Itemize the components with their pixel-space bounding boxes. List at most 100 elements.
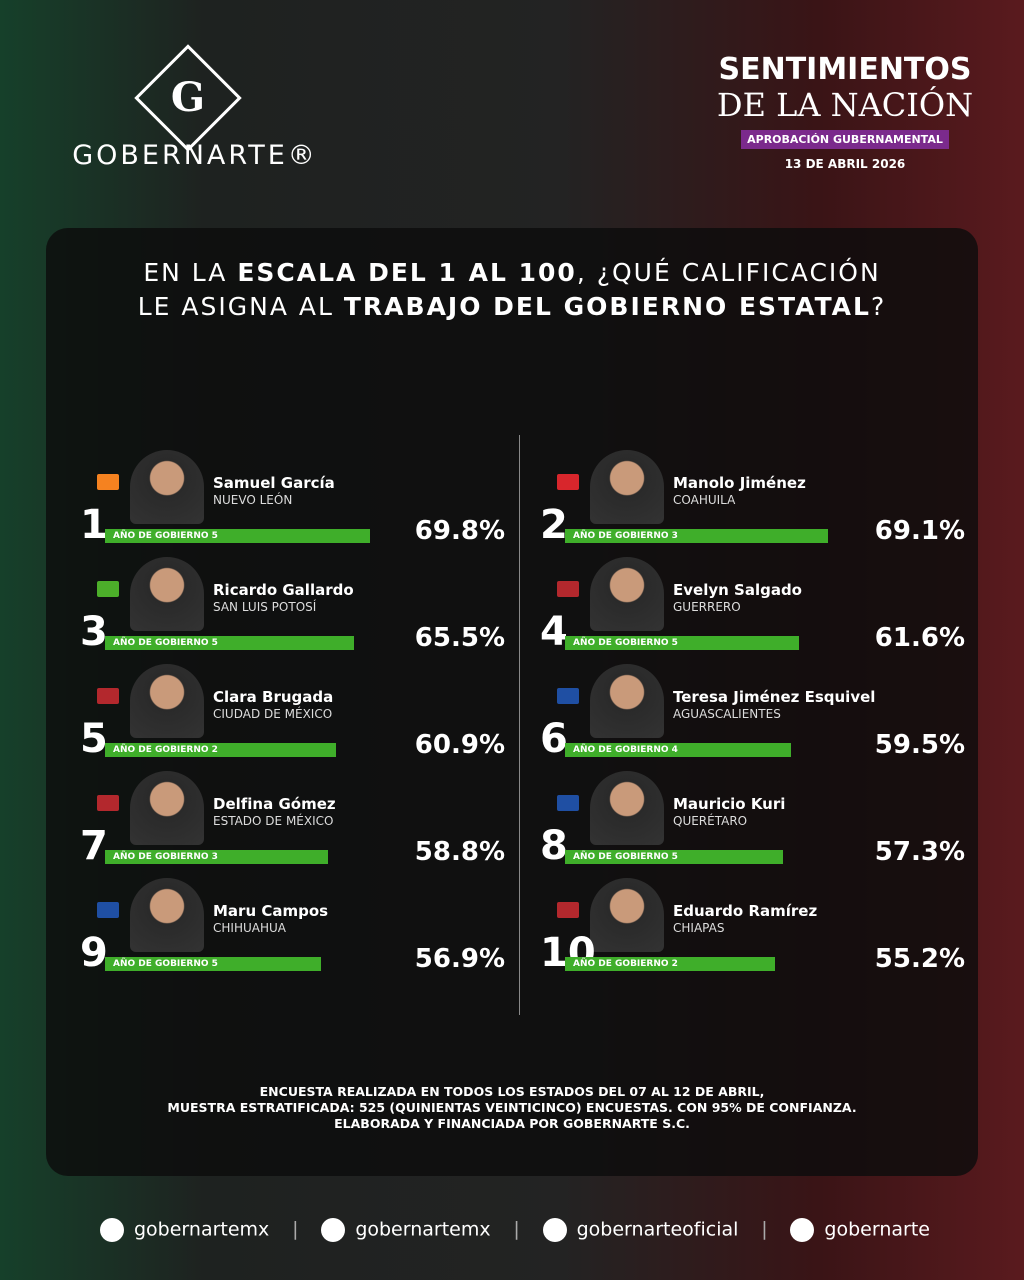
bar: AÑO DE GOBIERNO 2 xyxy=(105,743,337,757)
date: 13 DE ABRIL 2026 xyxy=(784,157,906,171)
name: Manolo Jiménez xyxy=(673,474,806,492)
value-label: 69.1% xyxy=(874,516,965,546)
rank: 6 xyxy=(540,716,568,762)
rank: 4 xyxy=(540,609,568,655)
footer: ENCUESTA REALIZADA EN TODOS LOS ESTADOS … xyxy=(60,1084,964,1132)
social-handle: gobernartemx xyxy=(355,1218,491,1241)
name: Maru Campos xyxy=(213,902,329,920)
brand: GOBERNARTE® xyxy=(72,140,318,171)
title: SENTIMIENTOS xyxy=(718,52,972,87)
party-logo xyxy=(97,581,119,597)
photo xyxy=(130,771,204,845)
state: AGUASCALIENTES xyxy=(673,707,781,721)
social-link[interactable]: gobernartemx xyxy=(100,1218,269,1242)
name: Eduardo Ramírez xyxy=(673,902,818,920)
value-label: 59.5% xyxy=(874,730,965,760)
state: ESTADO DE MÉXICO xyxy=(213,814,334,828)
party-logo xyxy=(97,688,119,704)
social-link[interactable]: gobernartemx xyxy=(321,1218,491,1242)
party-logo xyxy=(557,688,579,704)
name: Samuel García xyxy=(213,474,335,492)
value-label: 58.8% xyxy=(414,837,505,867)
value-label: 60.9% xyxy=(414,730,505,760)
bar: AÑO DE GOBIERNO 5 xyxy=(565,636,800,650)
bar: AÑO DE GOBIERNO 3 xyxy=(105,850,329,864)
name: Ricardo Gallardo xyxy=(213,581,354,599)
question-part: ESCALA DEL 1 AL 100 xyxy=(237,258,577,287)
state: COAHUILA xyxy=(673,493,736,507)
term: AÑO DE GOBIERNO 5 xyxy=(113,638,218,648)
footer-line: MUESTRA ESTRATIFICADA: 525 (QUINIENTAS V… xyxy=(167,1100,857,1115)
party-logo xyxy=(97,795,119,811)
photo xyxy=(130,450,204,524)
question-part: LE ASIGNA AL xyxy=(137,292,344,321)
term: AÑO DE GOBIERNO 5 xyxy=(573,638,678,648)
question-part: ? xyxy=(870,292,887,321)
state: CIUDAD DE MÉXICO xyxy=(213,707,333,721)
value-label: 69.8% xyxy=(414,516,505,546)
rank: 3 xyxy=(80,609,108,655)
social-link[interactable]: gobernarteoficial xyxy=(542,1218,739,1242)
socials: gobernartemx | gobernartemx | gobernarteofic… xyxy=(100,1218,930,1242)
footer-line: ENCUESTA REALIZADA EN TODOS LOS ESTADOS … xyxy=(259,1084,765,1099)
social-icon xyxy=(790,1218,815,1242)
badge: APROBACIÓN GUBERNAMENTAL xyxy=(741,130,949,149)
state: NUEVO LEÓN xyxy=(213,493,293,507)
state: GUERRERO xyxy=(673,600,741,614)
name: Teresa Jiménez Esquivel xyxy=(673,688,876,706)
bar: AÑO DE GOBIERNO 2 xyxy=(565,957,775,971)
photo xyxy=(590,771,664,845)
bar: AÑO DE GOBIERNO 5 xyxy=(105,529,371,543)
photo xyxy=(590,664,664,738)
question-line: LE ASIGNA AL TRABAJO DEL GOBIERNO ESTATA… xyxy=(60,290,964,324)
value-label: 57.3% xyxy=(874,837,965,867)
photo xyxy=(590,557,664,631)
footer-line: ELABORADA Y FINANCIADA POR GOBERNARTE S.… xyxy=(334,1116,690,1131)
photo xyxy=(590,450,664,524)
separator: | xyxy=(513,1218,520,1240)
bar: AÑO DE GOBIERNO 5 xyxy=(105,636,354,650)
social-handle: gobernarteoficial xyxy=(576,1218,739,1241)
question-part: EN LA xyxy=(143,258,238,287)
rank: 1 xyxy=(80,502,108,548)
title: DE LA NACIÓN xyxy=(716,86,974,124)
value-label: 56.9% xyxy=(414,944,505,974)
party-logo xyxy=(557,795,579,811)
term: AÑO DE GOBIERNO 5 xyxy=(113,531,218,541)
term: AÑO DE GOBIERNO 3 xyxy=(113,852,218,862)
photo xyxy=(130,557,204,631)
state: CHIHUAHUA xyxy=(213,921,286,935)
state: QUERÉTARO xyxy=(673,814,748,828)
social-icon xyxy=(100,1218,124,1242)
name: Mauricio Kuri xyxy=(673,795,786,813)
party-logo xyxy=(557,474,579,490)
party-logo xyxy=(557,581,579,597)
state: CHIAPAS xyxy=(673,921,725,935)
rank: 8 xyxy=(540,823,568,869)
value-label: 61.6% xyxy=(874,623,965,653)
question-part: , ¿QUÉ CALIFICACIÓN xyxy=(576,258,881,287)
value-label: 55.2% xyxy=(874,944,965,974)
term: AÑO DE GOBIERNO 5 xyxy=(113,959,218,969)
bar: AÑO DE GOBIERNO 3 xyxy=(565,529,828,543)
rank: 9 xyxy=(80,930,108,976)
question-part: TRABAJO DEL GOBIERNO ESTATAL xyxy=(343,292,871,321)
photo xyxy=(130,664,204,738)
separator: | xyxy=(292,1218,299,1240)
social-link[interactable]: gobernarte xyxy=(790,1218,930,1242)
bar: AÑO DE GOBIERNO 4 xyxy=(565,743,792,757)
social-icon xyxy=(542,1218,567,1242)
social-handle: gobernarte xyxy=(824,1218,930,1241)
social-icon xyxy=(321,1218,346,1242)
logo-letter: G xyxy=(170,74,206,121)
party-logo xyxy=(97,474,119,490)
rank: 7 xyxy=(80,823,108,869)
term: AÑO DE GOBIERNO 2 xyxy=(113,745,218,755)
term: AÑO DE GOBIERNO 3 xyxy=(573,531,678,541)
photo xyxy=(590,878,664,952)
photo xyxy=(130,878,204,952)
term: AÑO DE GOBIERNO 2 xyxy=(573,959,678,969)
bar: AÑO DE GOBIERNO 5 xyxy=(565,850,783,864)
state: SAN LUIS POTOSÍ xyxy=(213,600,317,614)
